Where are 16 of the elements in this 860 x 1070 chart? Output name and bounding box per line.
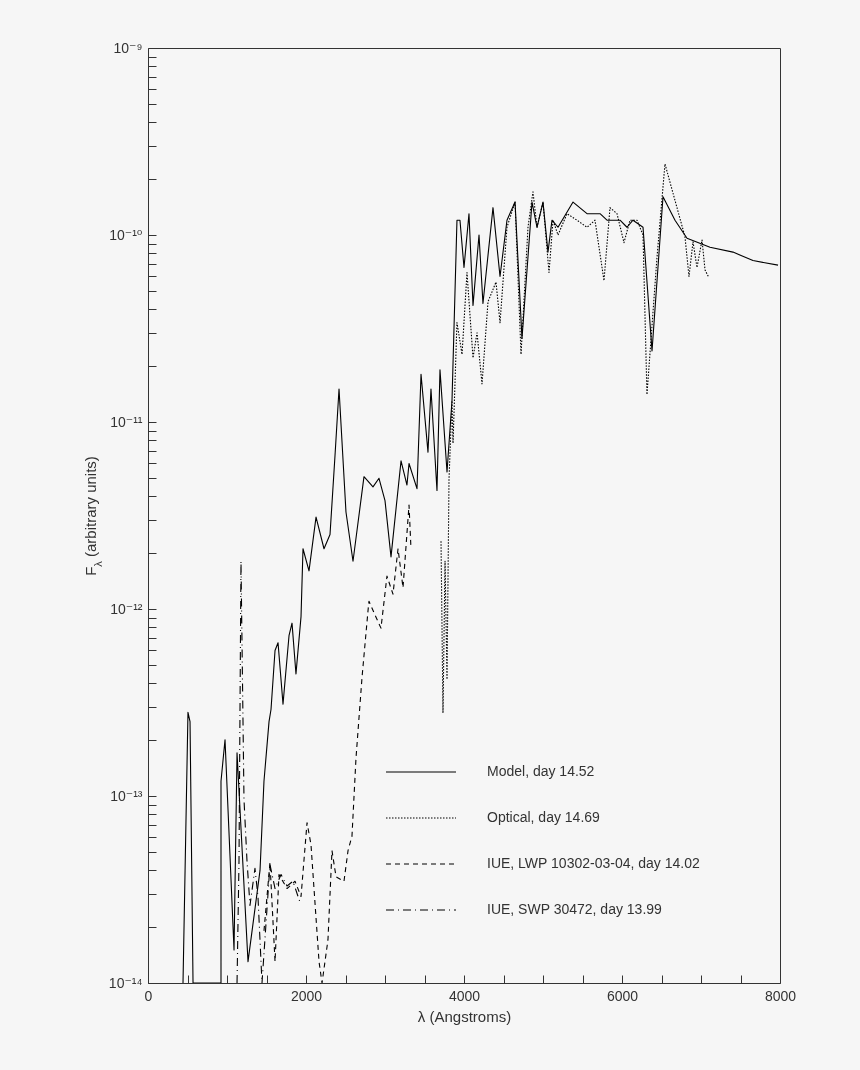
x-axis-title: λ (Angstroms) xyxy=(417,1007,512,1025)
y-tick-label: 10⁻¹⁴ xyxy=(108,974,143,991)
y-tick-label: 10⁻¹⁰ xyxy=(109,226,143,243)
y-tick-label: 10⁻¹³ xyxy=(110,787,143,804)
y-tick-label: 10⁻¹¹ xyxy=(110,413,143,430)
x-tick-label: 0 xyxy=(144,987,153,1004)
x-tick-label: 6000 xyxy=(606,987,639,1004)
legend-label: Model, day 14.52 xyxy=(487,763,595,779)
y-tick-label: 10⁻⁹ xyxy=(113,39,143,56)
legend-label: IUE, SWP 30472, day 13.99 xyxy=(487,901,663,917)
legend-label: Optical, day 14.69 xyxy=(487,809,601,825)
x-tick-label: 2000 xyxy=(290,987,323,1004)
y-tick-label: 10⁻¹² xyxy=(110,600,143,617)
legend-label: IUE, LWP 10302-03-04, day 14.02 xyxy=(487,855,700,871)
x-tick-label: 8000 xyxy=(764,987,797,1004)
x-tick-label: 4000 xyxy=(448,987,481,1004)
